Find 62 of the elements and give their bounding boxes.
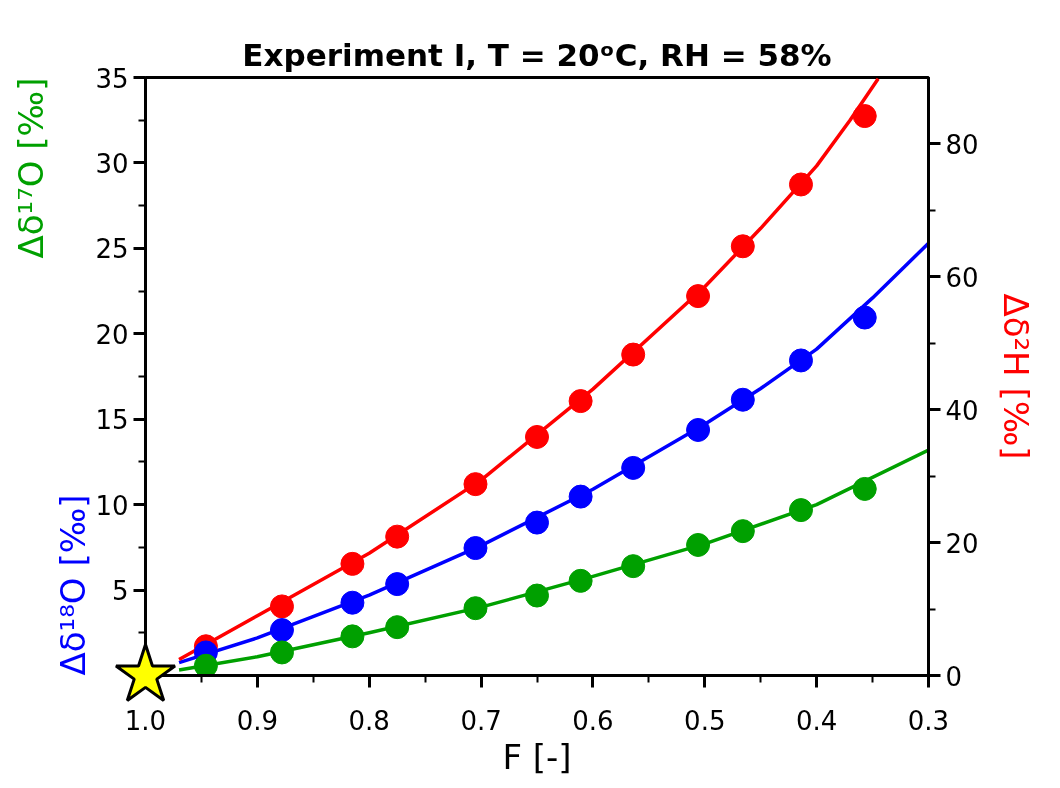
- point: [621, 455, 646, 480]
- point: [852, 476, 877, 501]
- point: [385, 615, 410, 640]
- point: [852, 104, 877, 129]
- point: [525, 510, 549, 535]
- y-tick-label: 30: [95, 148, 129, 179]
- x-tick-label: 1.0: [124, 705, 167, 736]
- point: [269, 618, 294, 643]
- point: [730, 519, 755, 544]
- point: [463, 596, 488, 621]
- y-tick-label: 5: [111, 576, 129, 607]
- y-tick-label: 35: [95, 63, 129, 94]
- point: [788, 498, 813, 523]
- y2-tick-label: 0: [945, 661, 963, 692]
- point: [340, 590, 365, 615]
- point: [385, 524, 410, 549]
- x-tick-label: 0.9: [236, 705, 279, 736]
- point: [568, 568, 593, 593]
- point: [852, 305, 877, 330]
- y2-tick-label: 20: [945, 528, 979, 559]
- point: [340, 624, 365, 649]
- point: [385, 572, 410, 597]
- y2-tick-label: 40: [945, 395, 979, 426]
- point: [686, 532, 711, 557]
- point: [686, 418, 711, 442]
- text: Δδ¹⁷O [‰]: [10, 77, 51, 259]
- x-tick-label: 0.7: [460, 705, 502, 736]
- point: [686, 284, 711, 309]
- point: [730, 234, 755, 259]
- point: [568, 389, 593, 414]
- point: [621, 342, 646, 367]
- point: [269, 640, 294, 665]
- point: [193, 653, 218, 676]
- x-tick-label: 0.4: [795, 705, 838, 736]
- text: Δδ¹⁸O [‰]: [52, 494, 93, 676]
- y-tick-label: 15: [95, 405, 129, 436]
- point: [568, 484, 593, 509]
- point: [269, 594, 294, 619]
- x-tick-label: 0.5: [684, 705, 726, 736]
- y2-tick-label: 60: [945, 262, 979, 293]
- point: [621, 554, 646, 579]
- point: [525, 583, 549, 608]
- line-series: [177, 448, 929, 672]
- x-tick-label: 0.6: [572, 705, 614, 736]
- chart-title: Experiment I, T = 20ᵒC, RH = 58%: [242, 36, 832, 73]
- y-tick-label: 25: [95, 234, 129, 265]
- point: [788, 172, 813, 197]
- y2-tick-label: 80: [945, 129, 979, 160]
- point: [340, 551, 365, 576]
- y-tick-label: 20: [95, 319, 129, 350]
- point: [788, 348, 813, 373]
- point: [463, 536, 488, 561]
- point: [525, 424, 549, 449]
- x-tick-label: 0.3: [907, 705, 950, 736]
- line-series: [177, 241, 929, 665]
- x-tick-label: 0.8: [348, 705, 390, 736]
- point: [730, 387, 755, 412]
- point: [463, 472, 488, 497]
- y2-axis-title: Δδ²H [‰]: [995, 293, 1036, 460]
- line-series: [177, 77, 880, 662]
- x-axis-title: F [-]: [502, 736, 572, 777]
- y-tick-label: 10: [95, 490, 129, 521]
